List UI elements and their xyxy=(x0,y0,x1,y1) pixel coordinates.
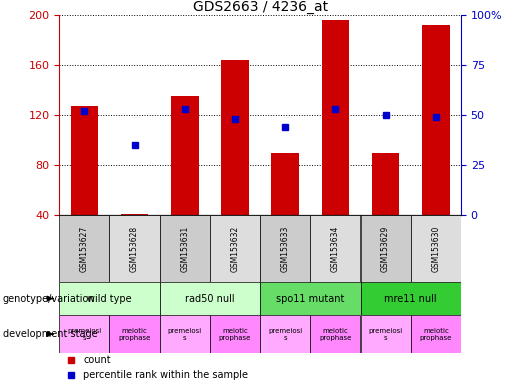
Title: GDS2663 / 4236_at: GDS2663 / 4236_at xyxy=(193,0,328,14)
Bar xyxy=(360,282,461,315)
Bar xyxy=(372,152,400,215)
Bar xyxy=(360,215,410,282)
Bar xyxy=(59,282,160,315)
Bar xyxy=(59,215,109,282)
Text: GSM153627: GSM153627 xyxy=(80,225,89,272)
Text: premeiosi
s: premeiosi s xyxy=(368,328,403,341)
Text: GSM153630: GSM153630 xyxy=(432,225,440,272)
Text: percentile rank within the sample: percentile rank within the sample xyxy=(83,370,248,380)
Text: development stage: development stage xyxy=(3,329,97,339)
Text: GSM153632: GSM153632 xyxy=(231,225,239,272)
Bar xyxy=(360,315,410,353)
Bar xyxy=(271,152,299,215)
Text: premeiosi
s: premeiosi s xyxy=(167,328,202,341)
Bar xyxy=(160,215,210,282)
Text: count: count xyxy=(83,356,111,366)
Bar xyxy=(310,215,360,282)
Text: premeiosi
s: premeiosi s xyxy=(67,328,101,341)
Bar xyxy=(160,315,210,353)
Text: GSM153628: GSM153628 xyxy=(130,225,139,272)
Bar xyxy=(171,96,199,215)
Text: meiotic
prophase: meiotic prophase xyxy=(118,328,151,341)
Bar xyxy=(160,282,260,315)
Text: spo11 mutant: spo11 mutant xyxy=(276,293,345,304)
Text: meiotic
prophase: meiotic prophase xyxy=(219,328,251,341)
Text: premeiosi
s: premeiosi s xyxy=(268,328,302,341)
Text: meiotic
prophase: meiotic prophase xyxy=(319,328,352,341)
Bar xyxy=(321,20,349,215)
Text: GSM153631: GSM153631 xyxy=(180,225,189,272)
Bar xyxy=(410,315,461,353)
Bar xyxy=(59,315,109,353)
Text: meiotic
prophase: meiotic prophase xyxy=(420,328,452,341)
Bar xyxy=(410,215,461,282)
Bar xyxy=(221,60,249,215)
Bar xyxy=(260,215,310,282)
Bar xyxy=(260,282,360,315)
Text: GSM153634: GSM153634 xyxy=(331,225,340,272)
Bar xyxy=(210,215,260,282)
Text: GSM153633: GSM153633 xyxy=(281,225,289,272)
Bar xyxy=(71,106,98,215)
Bar xyxy=(310,315,360,353)
Bar xyxy=(210,315,260,353)
Text: genotype/variation: genotype/variation xyxy=(3,293,95,304)
Bar xyxy=(109,215,160,282)
Bar xyxy=(260,315,310,353)
Bar xyxy=(109,315,160,353)
Text: wild type: wild type xyxy=(87,293,132,304)
Text: mre11 null: mre11 null xyxy=(384,293,437,304)
Bar xyxy=(121,214,148,215)
Text: rad50 null: rad50 null xyxy=(185,293,235,304)
Bar xyxy=(422,25,450,215)
Text: GSM153629: GSM153629 xyxy=(381,225,390,272)
